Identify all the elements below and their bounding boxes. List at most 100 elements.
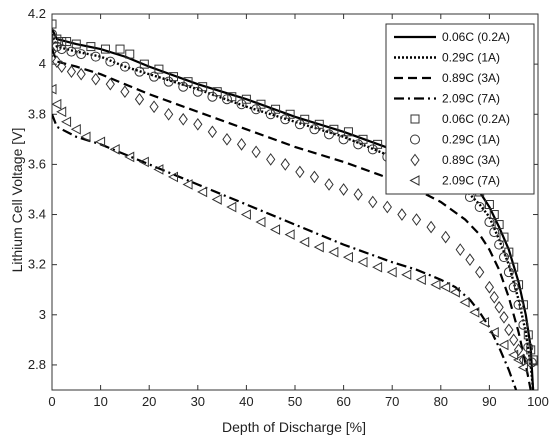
marker-point-4	[517, 362, 528, 373]
marker-point-3	[338, 183, 349, 196]
marker-point-2	[149, 71, 160, 82]
x-axis: 0 10 20 30 40 50 60 70 80 90 100	[48, 14, 549, 409]
marker-point-1	[494, 220, 504, 230]
marker-point-3	[353, 188, 363, 201]
marker-point-4	[328, 246, 339, 258]
marker-point-4	[415, 274, 426, 286]
marker-point-4	[508, 349, 519, 361]
marker-point-2	[498, 252, 509, 263]
marker-point-2	[503, 267, 514, 278]
marker-point-3	[251, 145, 261, 159]
marker-point-1	[139, 59, 149, 69]
legend-marker-swatch	[409, 175, 420, 186]
y-tick-label: 2.8	[28, 357, 46, 372]
marker-point-3	[494, 300, 504, 314]
y-axis-label: Lithium Cell Voltage [V]	[9, 128, 25, 273]
marker-point-4	[226, 201, 237, 213]
legend-entry-label: 0.89C (3A)	[442, 153, 500, 167]
marker-point-4	[459, 296, 470, 308]
marker-point-2	[134, 66, 145, 77]
marker-point-4	[153, 164, 164, 175]
marker-point-3	[411, 213, 422, 226]
marker-point-2	[119, 61, 130, 72]
marker-point-3	[475, 265, 485, 279]
marker-point-1	[71, 39, 81, 49]
marker-point-2	[338, 134, 349, 145]
marker-point-4	[401, 269, 412, 281]
marker-point-2	[494, 239, 505, 250]
marker-point-3	[368, 195, 378, 209]
legend: 0.06C (0.2A) 0.29C (1A) 0.89C (3A) 2.09C (7…	[385, 23, 535, 195]
marker-point-4	[182, 179, 193, 190]
legend-entry-label: 0.89C (3A)	[442, 71, 500, 85]
marker-point-1	[518, 300, 528, 310]
marker-point-3	[382, 200, 392, 214]
marker-point-4	[52, 98, 62, 110]
marker-point-1	[154, 64, 164, 74]
marker-point-4	[240, 209, 251, 220]
marker-point-3	[52, 55, 62, 68]
marker-point-4	[342, 251, 353, 263]
y-tick-label: 3.4	[28, 207, 46, 222]
legend-entry-label: 2.09C (7A)	[442, 174, 500, 188]
x-tick-label: 30	[191, 394, 205, 409]
marker-point-3	[513, 343, 524, 357]
marker-point-3	[455, 243, 465, 256]
marker-point-2	[221, 94, 232, 105]
marker-point-3	[57, 60, 67, 73]
marker-point-4	[469, 306, 480, 318]
marker-point-1	[484, 200, 494, 210]
marker-point-1	[526, 345, 536, 355]
marker-point-4	[167, 171, 178, 183]
marker-point-2	[518, 319, 529, 330]
marker-point-1	[514, 280, 524, 290]
marker-point-2	[178, 81, 189, 92]
marker-point-4	[255, 216, 266, 228]
x-tick-label: 80	[434, 394, 448, 409]
marker-point-3	[484, 280, 495, 294]
marker-point-4	[52, 83, 57, 95]
marker-point-2	[280, 114, 291, 125]
marker-point-3	[66, 65, 77, 79]
marker-point-1	[499, 232, 509, 242]
y-tick-label: 3.8	[28, 106, 46, 121]
marker-point-2	[56, 44, 67, 55]
marker-point-1	[62, 37, 72, 47]
marker-point-4	[211, 194, 222, 205]
legend-entry-label: 0.29C (1A)	[442, 133, 500, 147]
x-tick-label: 100	[527, 394, 549, 409]
x-tick-label: 10	[93, 394, 107, 409]
marker-point-2	[105, 56, 116, 67]
marker-point-4	[109, 144, 120, 155]
x-tick-label: 0	[48, 394, 55, 409]
marker-point-2	[474, 202, 485, 213]
marker-point-2	[265, 109, 276, 120]
marker-point-2	[163, 76, 174, 87]
marker-point-3	[120, 85, 130, 99]
marker-point-3	[52, 45, 57, 58]
marker-point-3	[222, 132, 232, 146]
marker-point-3	[266, 153, 276, 166]
x-tick-label: 90	[482, 394, 496, 409]
marker-point-4	[440, 281, 451, 293]
legend-box	[385, 23, 535, 195]
marker-point-2	[513, 299, 524, 310]
marker-point-1	[52, 19, 57, 29]
marker-point-2	[192, 86, 203, 97]
x-tick-label: 70	[385, 394, 399, 409]
x-tick-label: 40	[239, 394, 253, 409]
marker-point-3	[236, 137, 247, 151]
marker-point-4	[124, 151, 135, 163]
marker-point-1	[528, 355, 538, 365]
marker-point-3	[324, 178, 334, 191]
marker-point-3	[105, 77, 115, 91]
marker-point-1	[343, 127, 353, 137]
marker-point-3	[504, 323, 514, 337]
marker-point-3	[178, 112, 188, 126]
marker-point-2	[353, 139, 364, 150]
marker-point-4	[449, 286, 460, 298]
marker-point-3	[164, 107, 174, 121]
marker-point-3	[465, 253, 475, 267]
marker-point-4	[357, 256, 368, 268]
marker-point-3	[426, 220, 436, 234]
